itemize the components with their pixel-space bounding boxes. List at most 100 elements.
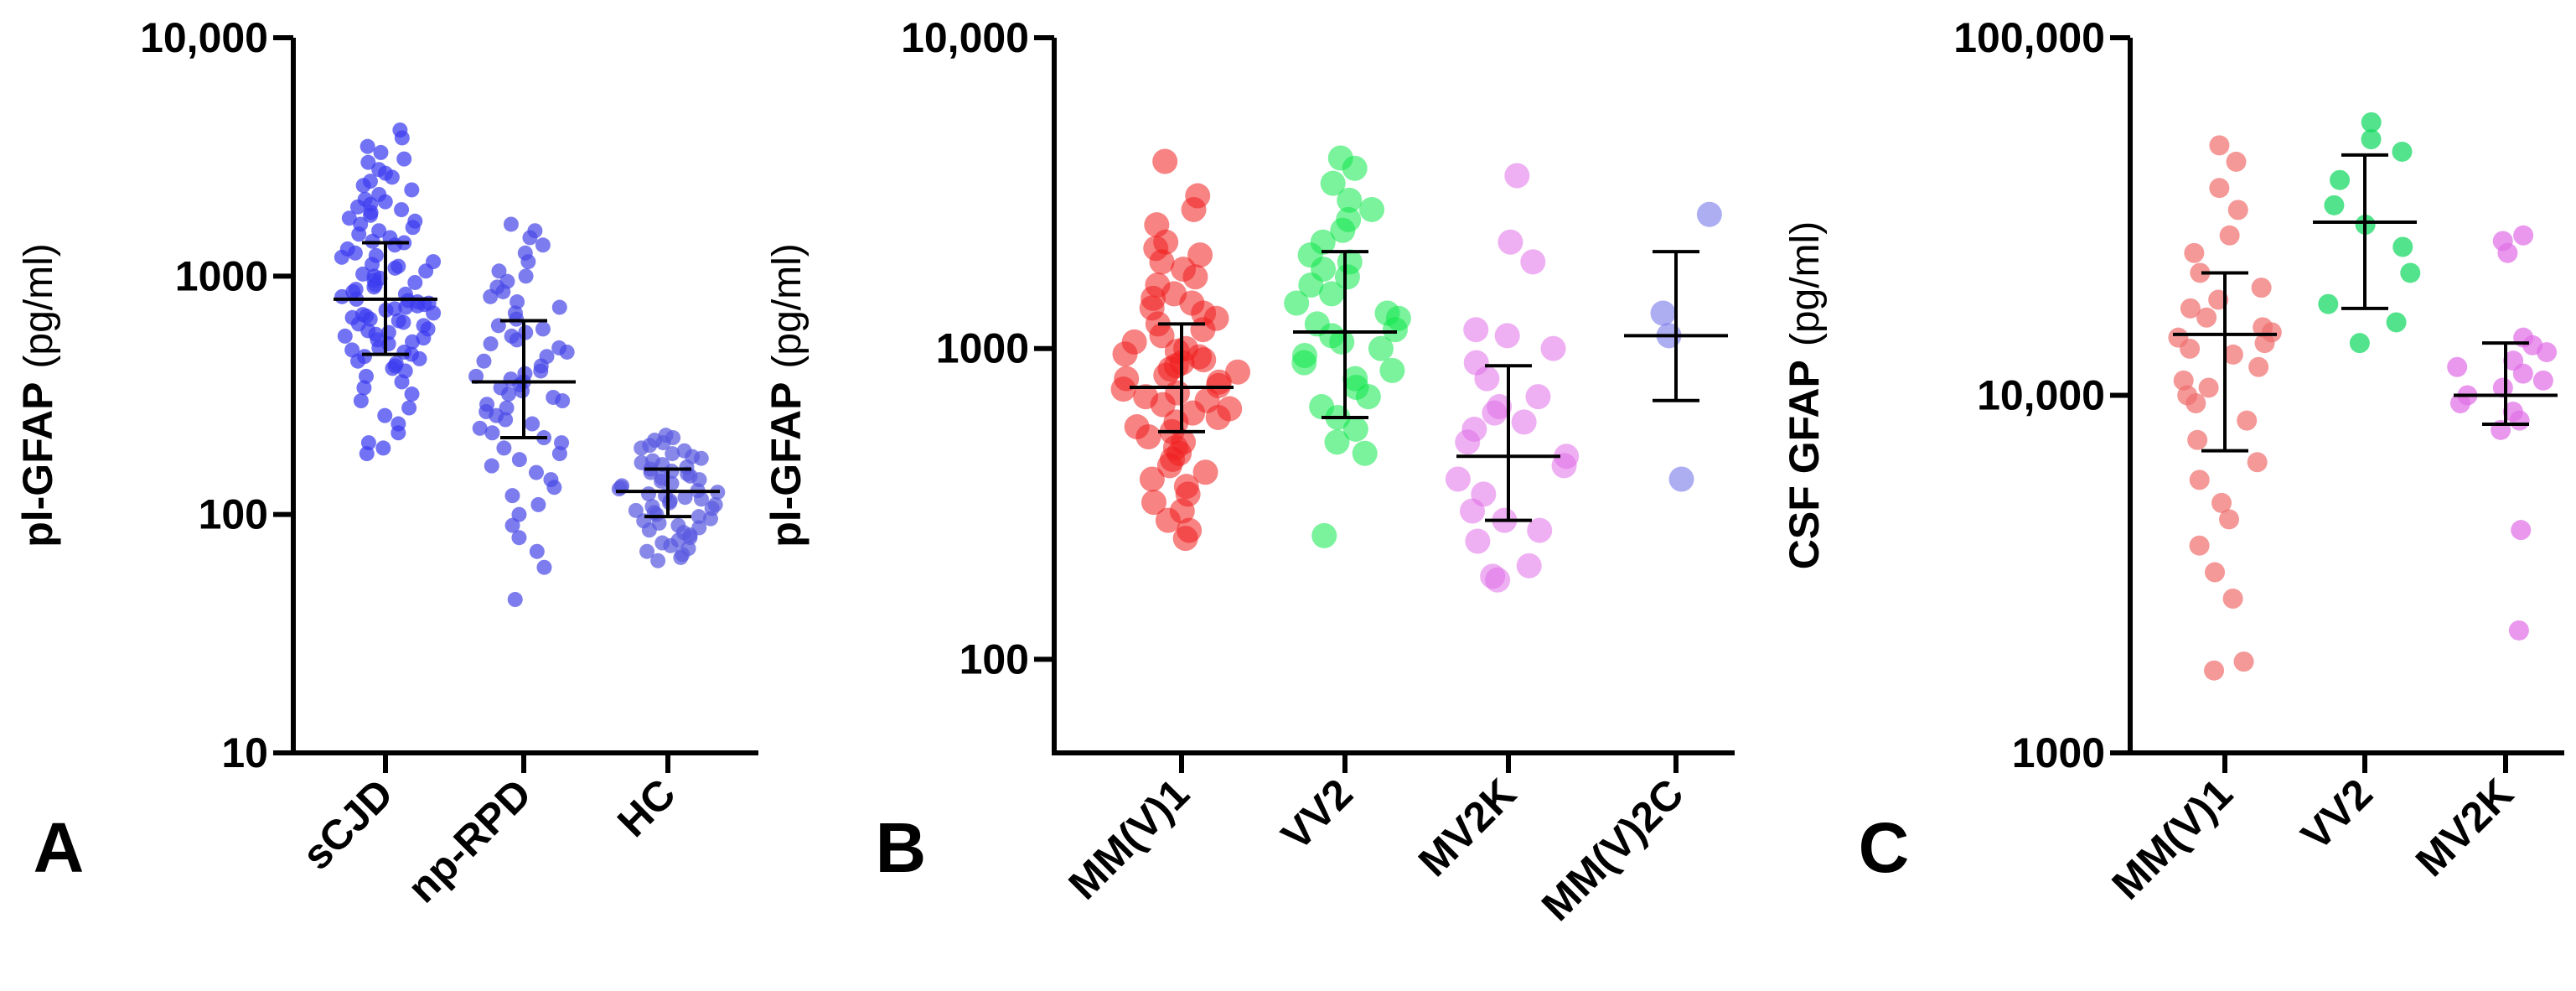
y-tick-label: 10: [221, 729, 268, 776]
data-point: [491, 263, 507, 279]
data-point: [1482, 400, 1508, 426]
y-axis-title: pl-GFAP (pg/ml): [763, 243, 810, 547]
data-point: [407, 274, 423, 290]
data-point: [2209, 135, 2230, 156]
data-point: [350, 353, 366, 369]
data-point: [507, 592, 523, 608]
data-point: [1330, 217, 1356, 243]
data-point: [351, 226, 367, 242]
data-point: [1141, 490, 1166, 516]
data-point: [366, 279, 382, 295]
data-point: [1149, 249, 1175, 275]
data-point: [1112, 341, 1138, 367]
data-point: [391, 425, 406, 441]
data-point: [1187, 242, 1213, 268]
series-MM(V)2C: [1624, 201, 1728, 492]
data-point: [2400, 262, 2421, 283]
data-point: [1342, 416, 1368, 442]
data-point: [509, 332, 525, 348]
data-point: [528, 464, 544, 480]
data-point: [1527, 517, 1553, 543]
data-point: [359, 446, 375, 462]
data-point: [511, 452, 527, 468]
data-point: [1520, 249, 1546, 275]
data-point: [2248, 356, 2269, 377]
data-point: [373, 144, 389, 160]
category-label: MM(V)2C: [1533, 770, 1693, 930]
data-point: [1337, 187, 1363, 213]
panel-label: B: [876, 808, 927, 887]
y-tick-label: 10,000: [901, 14, 1029, 61]
data-point: [2227, 200, 2248, 221]
data-point: [611, 481, 627, 497]
data-point: [396, 151, 412, 167]
data-point: [371, 340, 387, 355]
data-point: [411, 350, 427, 366]
series-MV2K: [2447, 225, 2558, 641]
panel-b: B 100 1000 10,000 MM(V)1 VV2 MV2K MM(V)2C pl-GF…: [763, 14, 1735, 930]
data-point: [334, 288, 350, 304]
data-point: [2511, 520, 2532, 541]
data-point: [2449, 393, 2470, 414]
data-point: [530, 496, 546, 512]
data-point: [522, 230, 538, 246]
y-axis-title-main: CSF GFAP: [1781, 360, 1828, 569]
data-point: [2251, 278, 2272, 298]
data-point: [2222, 344, 2243, 365]
category-label: MM(V)1: [1059, 770, 1197, 908]
data-point: [1135, 423, 1161, 449]
data-point: [1551, 453, 1577, 479]
data-point: [405, 334, 421, 350]
data-point: [349, 199, 365, 215]
data-point: [2222, 589, 2243, 610]
data-point: [385, 361, 401, 376]
data-point: [1152, 148, 1178, 174]
data-point: [504, 488, 520, 504]
y-tick-label: 100,000: [1953, 14, 2105, 61]
series-sCJD: [334, 122, 442, 462]
y-tick-label: 1000: [936, 325, 1029, 372]
data-point: [1668, 466, 1694, 492]
series-MV2K: [1445, 163, 1580, 593]
data-point: [1359, 196, 1385, 222]
data-point: [673, 549, 689, 565]
y-tick-label: 10,000: [1977, 372, 2105, 419]
data-point: [693, 450, 709, 466]
data-point: [2187, 429, 2208, 450]
data-point: [1324, 429, 1350, 455]
data-point: [535, 237, 551, 253]
data-point: [2512, 363, 2533, 384]
data-point: [384, 169, 400, 185]
data-point: [360, 154, 376, 170]
data-point: [2209, 178, 2230, 199]
data-point: [355, 266, 371, 282]
data-point: [1172, 526, 1198, 552]
data-point: [2205, 562, 2226, 583]
data-point: [2330, 169, 2351, 190]
data-point: [1525, 384, 1551, 410]
panel-label: C: [1859, 808, 1910, 887]
data-point: [1192, 459, 1218, 485]
data-point: [2180, 338, 2201, 359]
data-point: [1368, 335, 1394, 361]
data-point: [1156, 453, 1182, 479]
data-point: [536, 559, 552, 575]
y-tick-label: 100: [199, 491, 268, 538]
data-point: [2189, 535, 2210, 556]
y-axis-title-unit: (pg/ml): [1783, 221, 1828, 346]
data-point: [358, 368, 374, 384]
data-point: [1382, 317, 1408, 343]
data-point: [655, 435, 671, 451]
data-point: [2185, 393, 2206, 414]
data-point: [401, 400, 417, 416]
y-axis-title-unit: (pg/ml): [765, 243, 810, 368]
category-label: MM(V)1: [2103, 770, 2241, 908]
data-point: [484, 458, 499, 474]
data-point: [2254, 333, 2275, 354]
data-point: [2349, 333, 2370, 354]
category-label: MV2K: [1410, 770, 1525, 885]
data-point: [476, 353, 492, 369]
data-point: [496, 440, 512, 456]
data-point: [2196, 307, 2217, 328]
data-point: [1463, 317, 1489, 343]
